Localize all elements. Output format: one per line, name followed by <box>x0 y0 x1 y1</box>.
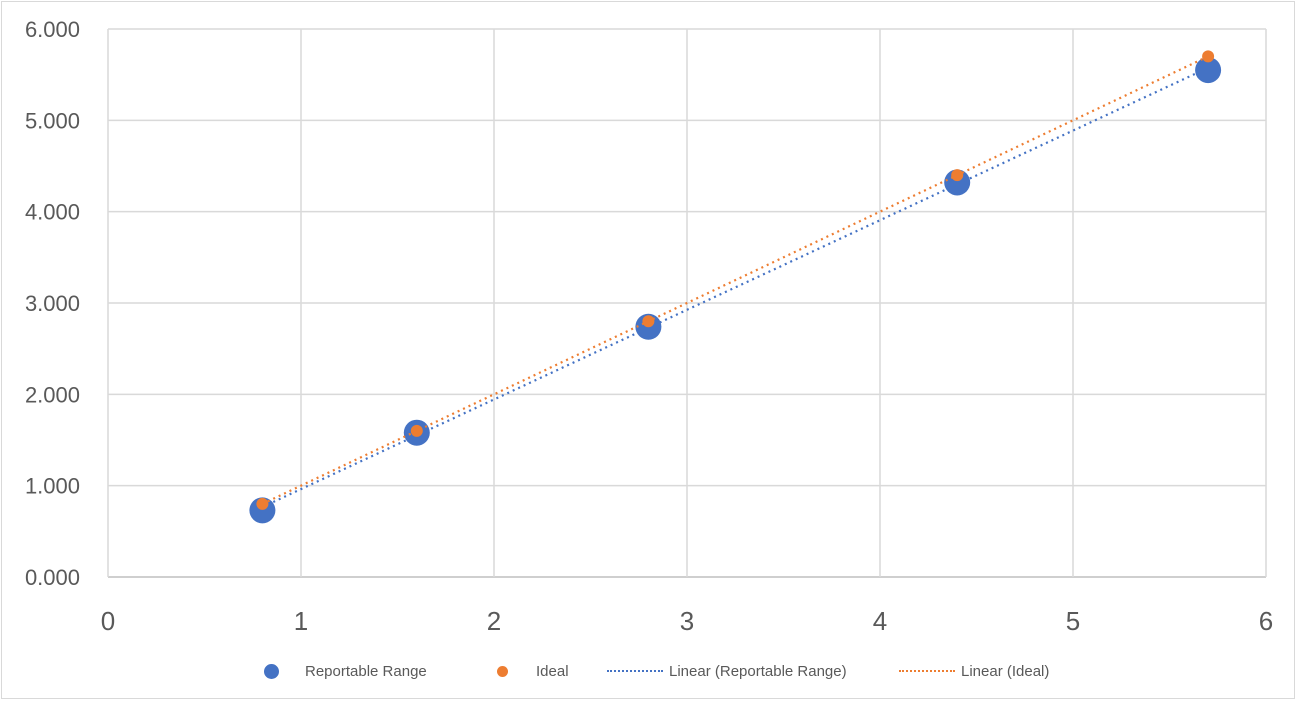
circle-marker-icon <box>497 665 508 677</box>
legend-label: Reportable Range <box>305 662 427 680</box>
legend: Reportable Range Ideal Linear (Reportabl… <box>0 656 1298 686</box>
legend-item-linear-ideal[interactable]: Linear (Ideal) <box>899 656 1049 686</box>
data-point-ideal <box>410 424 423 437</box>
x-tick-label: 1 <box>294 606 308 636</box>
data-point-ideal <box>1202 50 1215 63</box>
data-point-ideal <box>951 169 964 182</box>
legend-item-ideal[interactable]: Ideal <box>497 656 569 686</box>
y-tick-label: 5.000 <box>25 108 80 133</box>
x-tick-label: 3 <box>680 606 694 636</box>
y-tick-label: 4.000 <box>25 200 80 225</box>
legend-item-linear-reportable-range[interactable]: Linear (Reportable Range) <box>607 656 847 686</box>
x-tick-label: 6 <box>1259 606 1273 636</box>
y-tick-label: 0.000 <box>25 565 80 590</box>
legend-item-reportable-range[interactable]: Reportable Range <box>264 656 427 686</box>
data-point-reportable-range <box>944 169 971 196</box>
data-point-reportable-range <box>1195 57 1222 84</box>
circle-marker-icon <box>264 663 279 679</box>
y-tick-label: 1.000 <box>25 474 80 499</box>
dotted-line-icon <box>899 670 955 672</box>
data-point-ideal <box>256 497 269 510</box>
y-tick-label: 2.000 <box>25 382 80 407</box>
data-point-ideal <box>642 315 655 328</box>
x-tick-label: 0 <box>101 606 115 636</box>
dotted-line-icon <box>607 670 663 672</box>
legend-label: Linear (Reportable Range) <box>669 662 847 680</box>
x-tick-label: 5 <box>1066 606 1080 636</box>
legend-label: Linear (Ideal) <box>961 662 1050 680</box>
y-tick-label: 6.000 <box>25 17 80 42</box>
trendline <box>261 66 1209 509</box>
legend-label: Ideal <box>536 662 569 680</box>
y-tick-label: 3.000 <box>25 291 80 316</box>
trendline <box>261 55 1209 505</box>
x-tick-label: 2 <box>487 606 501 636</box>
x-tick-label: 4 <box>873 606 887 636</box>
